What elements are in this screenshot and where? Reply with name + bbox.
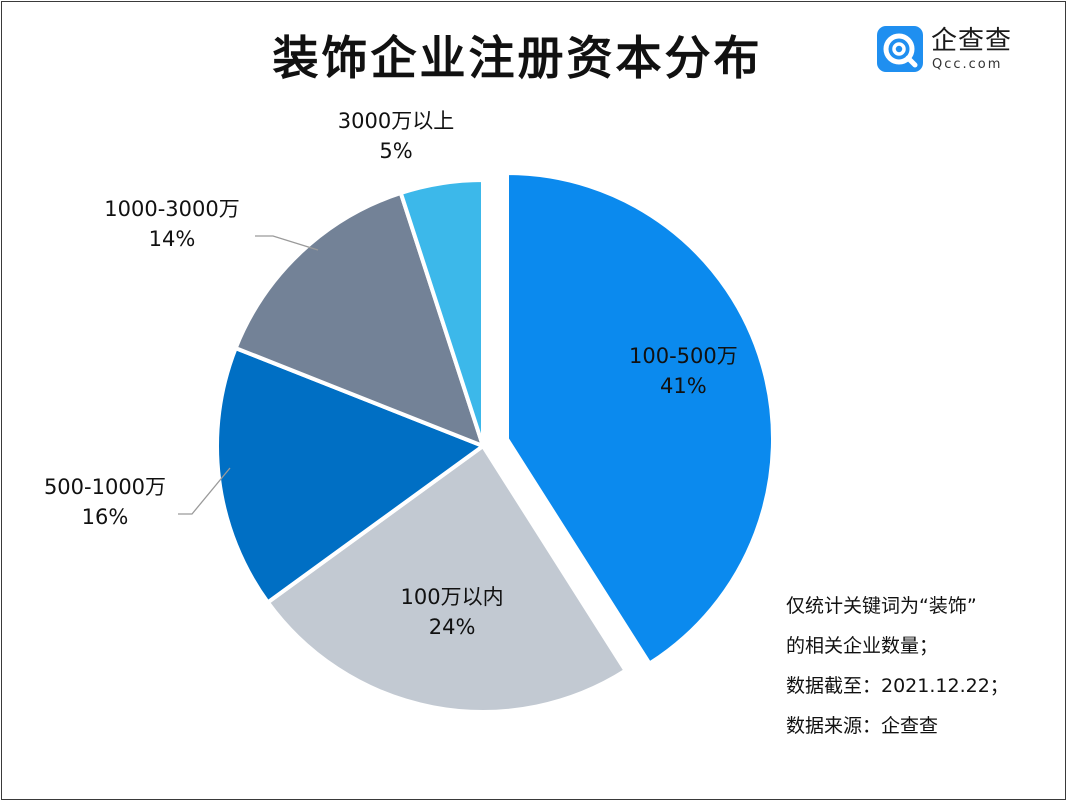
leader-line-500-1000 — [178, 467, 231, 515]
footnote: 仅统计关键词为“装饰” 的相关企业数量； 数据截至：2021.12.22； 数据… — [786, 586, 1056, 746]
pie-slices — [215, 171, 776, 714]
leader-lines — [178, 235, 319, 515]
footnote-line: 仅统计关键词为“装饰” — [786, 595, 977, 617]
pie-slice-100-500 — [505, 171, 776, 666]
qcc-logo: 企查查 Qcc.com — [877, 26, 1027, 74]
slice-value-100-500: 41% — [660, 374, 707, 398]
slice-value-3000: 5% — [379, 139, 412, 163]
slice-value-100: 24% — [429, 615, 476, 639]
footnote-line: 数据截至：2021.12.22； — [786, 675, 1009, 697]
slice-value-500-1000: 16% — [82, 505, 129, 529]
slice-value-1000-3000: 14% — [149, 227, 196, 251]
slice-label-500-1000: 500-1000万 — [44, 475, 166, 499]
logo-domain: Qcc.com — [932, 57, 1003, 72]
pie-slice-3000 — [398, 178, 485, 448]
slice-labels: 100-500万 41% 100万以内 24% 500-1000万 16% 1000-300… — [44, 109, 738, 639]
slice-label-100-500: 100-500万 — [629, 344, 738, 368]
slice-label-100: 100万以内 — [401, 585, 504, 609]
slice-label-3000: 3000万以上 — [338, 109, 454, 133]
footnote-line: 的相关企业数量； — [786, 635, 939, 657]
chart-title: 装饰企业注册资本分布 — [272, 31, 763, 85]
leader-line-1000-3000 — [255, 235, 319, 251]
pie-slice-100 — [265, 444, 628, 714]
footnote-line: 数据来源：企查查 — [786, 715, 939, 737]
slice-label-1000-3000: 1000-3000万 — [104, 197, 239, 221]
qcc-logo-icon — [877, 26, 923, 72]
pie-slice-500-1000 — [215, 346, 485, 605]
logo-name: 企查查 — [931, 26, 1013, 56]
